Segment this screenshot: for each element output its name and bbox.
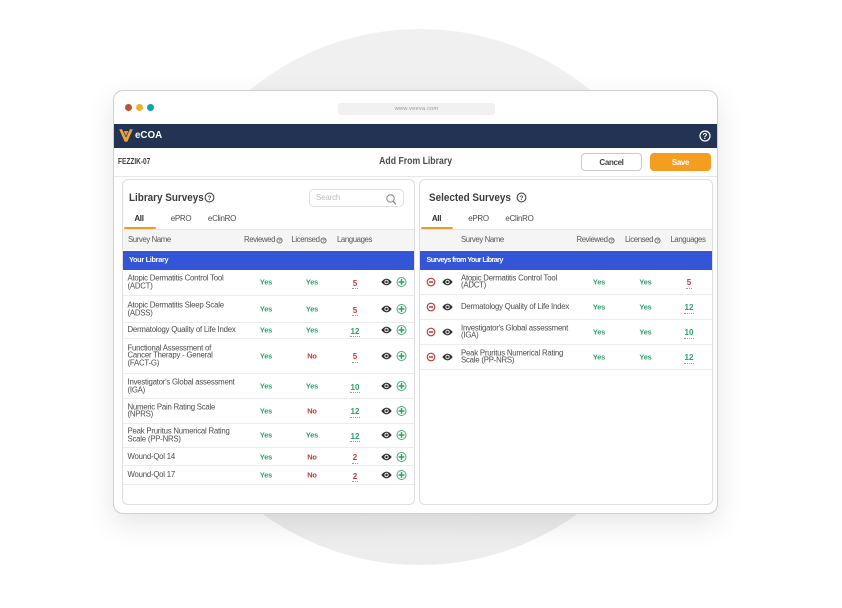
svg-text:?: ? [278, 238, 281, 243]
svg-text:?: ? [656, 238, 659, 243]
svg-text:?: ? [703, 131, 708, 140]
svg-text:?: ? [207, 195, 211, 202]
svg-text:?: ? [610, 238, 613, 243]
svg-text:?: ? [322, 238, 325, 243]
svg-text:?: ? [519, 195, 523, 202]
